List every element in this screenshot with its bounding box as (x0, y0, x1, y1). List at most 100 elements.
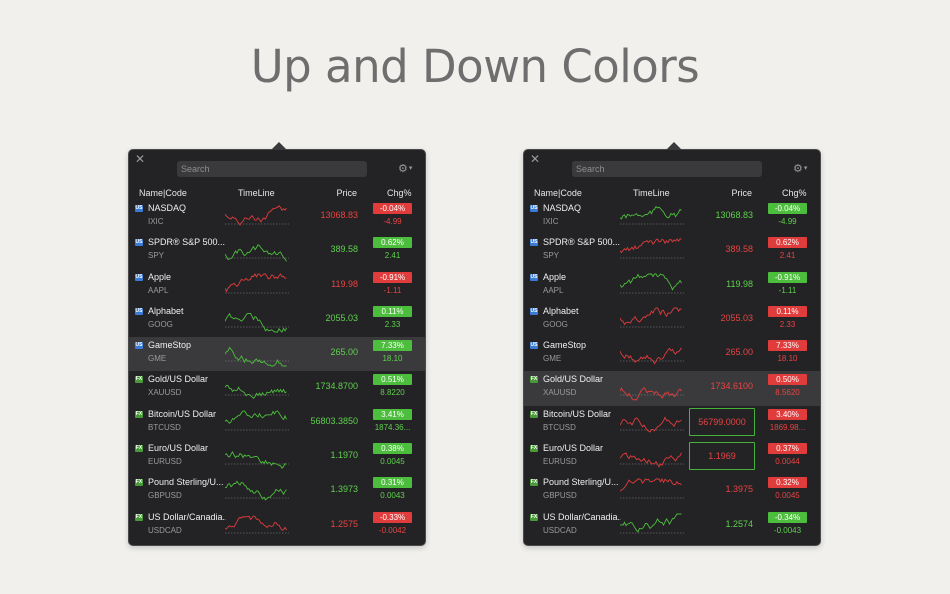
price-value: 56803.3850 (310, 415, 358, 426)
market-badge: FX (135, 479, 143, 487)
column-header-timeline: TimeLine (238, 188, 275, 198)
market-badge: FX (530, 376, 538, 384)
quote-row[interactable]: US Apple AAPL 119.98 -0.91% -1.11 (524, 269, 820, 303)
quote-row[interactable]: US Alphabet GOOG 2055.03 0.11% 2.33 (524, 303, 820, 337)
change-percent-badge: 0.31% (373, 477, 412, 489)
instrument-code: XAUUSD (543, 388, 577, 398)
change-percent-badge: 0.62% (768, 237, 807, 249)
price-value: 1734.6100 (710, 381, 753, 392)
change-value: -0.0042 (378, 525, 407, 535)
instrument-name: Euro/US Dollar (543, 443, 604, 454)
instrument-name: Pound Sterling/U... (148, 477, 224, 488)
column-header-change[interactable]: Chg% (387, 188, 412, 198)
quote-row[interactable]: FX Bitcoin/US Dollar BTCUSD 56799.0000 3.40%… (524, 406, 820, 440)
column-header-change[interactable]: Chg% (782, 188, 807, 198)
price-value: 389.58 (725, 244, 753, 255)
change-percent-badge: 0.38% (373, 443, 412, 455)
price-value: 2055.03 (325, 312, 358, 323)
change-percent-badge: 3.40% (768, 408, 807, 420)
instrument-code: EURUSD (148, 457, 182, 467)
price-value: 389.58 (330, 244, 358, 255)
instrument-code: GME (148, 354, 167, 364)
instrument-name: Alphabet (543, 305, 579, 316)
price-value: 1.3975 (725, 484, 753, 495)
quote-row[interactable]: US Alphabet GOOG 2055.03 0.11% 2.33 (129, 303, 425, 337)
quote-panel-left: ✕ ⚙▾ Name|Code TimeLine Price Chg% US NAS… (128, 142, 426, 546)
instrument-code: BTCUSD (543, 422, 576, 432)
gear-icon: ⚙ (793, 163, 803, 175)
quote-row[interactable]: FX US Dollar/Canadia... USDCAD 1.2574 -0.34%… (524, 509, 820, 543)
quote-row[interactable]: US SPDR® S&P 500... SPY 389.58 0.62% 2.41 (129, 234, 425, 268)
instrument-name: US Dollar/Canadia... (543, 511, 621, 522)
timeline-sparkline (620, 238, 684, 259)
timeline-sparkline (225, 244, 289, 262)
settings-menu-button[interactable]: ⚙▾ (793, 162, 815, 176)
instrument-code: AAPL (543, 285, 564, 295)
close-icon[interactable]: ✕ (134, 152, 146, 166)
instrument-code: BTCUSD (148, 422, 181, 432)
quote-row[interactable]: FX Euro/US Dollar EURUSD 1.1970 0.38% 0.0045 (129, 440, 425, 474)
change-percent-badge: 0.62% (373, 237, 412, 249)
quote-row[interactable]: US NASDAQ IXIC 13068.83 -0.04% -4.99 (129, 200, 425, 234)
instrument-name: Bitcoin/US Dollar (543, 408, 612, 419)
instrument-name: Gold/US Dollar (543, 374, 604, 385)
quote-row[interactable]: US SPDR® S&P 500... SPY 389.58 0.62% 2.41 (524, 234, 820, 268)
search-input[interactable] (177, 161, 367, 177)
quote-row[interactable]: FX US Dollar/Canadia... USDCAD 1.2575 -0.33%… (129, 509, 425, 543)
quote-panel-right: ✕ ⚙▾ Name|Code TimeLine Price Chg% US NAS… (523, 142, 821, 546)
change-value: 0.0045 (380, 457, 405, 467)
change-percent-badge: 7.33% (768, 340, 807, 352)
search-input[interactable] (572, 161, 762, 177)
instrument-code: USDCAD (543, 525, 577, 535)
change-percent-badge: -0.04% (373, 203, 412, 214)
timeline-sparkline (620, 513, 684, 533)
market-badge: FX (530, 479, 538, 487)
chevron-down-icon: ▾ (803, 165, 808, 173)
column-header-name[interactable]: Name|Code (139, 188, 187, 198)
instrument-code: GBPUSD (148, 491, 182, 501)
instrument-code: GOOG (543, 319, 568, 329)
price-value: 2055.03 (720, 312, 753, 323)
column-header-name[interactable]: Name|Code (534, 188, 582, 198)
quote-row[interactable]: FX Gold/US Dollar XAUUSD 1734.6100 0.50% 8.56… (524, 371, 820, 406)
quote-row[interactable]: US Apple AAPL 119.98 -0.91% -1.11 (129, 269, 425, 303)
instrument-code: AAPL (148, 285, 169, 295)
change-value: 1874.36... (374, 422, 411, 432)
quote-row[interactable]: FX Pound Sterling/U... GBPUSD 1.3975 0.32% 0.… (524, 474, 820, 508)
timeline-sparkline (620, 273, 684, 293)
quote-row[interactable]: FX Gold/US Dollar XAUUSD 1734.8700 0.51% 8.82… (129, 371, 425, 405)
price-value: 119.98 (726, 278, 753, 289)
quote-row[interactable]: FX Bitcoin/US Dollar BTCUSD 56803.3850 3.41%… (129, 406, 425, 440)
price-value: 265.00 (725, 347, 753, 358)
change-value: -0.0043 (773, 525, 802, 535)
instrument-name: Bitcoin/US Dollar (148, 408, 217, 419)
price-value: 1.3973 (330, 484, 358, 495)
change-percent-badge: -0.33% (373, 511, 412, 523)
change-percent-badge: 0.37% (768, 443, 807, 455)
quote-row[interactable]: FX Pound Sterling/U... GBPUSD 1.3973 0.31% 0.… (129, 474, 425, 508)
instrument-code: GME (543, 354, 562, 364)
change-value: 1869.98... (769, 422, 806, 432)
column-header-price[interactable]: Price (731, 188, 752, 198)
instrument-name: Euro/US Dollar (148, 443, 209, 454)
timeline-sparkline (620, 347, 684, 365)
instrument-name: NASDAQ (543, 203, 582, 213)
market-badge: FX (530, 445, 538, 453)
timeline-sparkline (620, 416, 684, 433)
market-badge: US (135, 239, 143, 247)
quote-row[interactable]: US NASDAQ IXIC 13068.83 -0.04% -4.99 (524, 200, 820, 234)
timeline-sparkline (620, 205, 684, 225)
quote-row[interactable]: FX Euro/US Dollar EURUSD 1.1969 0.37% 0.0044 (524, 440, 820, 474)
quote-row[interactable]: US GameStop GME 265.00 7.33% 18.10 (524, 337, 820, 371)
popover-arrow (271, 142, 287, 150)
column-header-price[interactable]: Price (336, 188, 357, 198)
quote-row[interactable]: US GameStop GME 265.00 7.33% 18.10 (129, 337, 425, 372)
settings-menu-button[interactable]: ⚙▾ (398, 162, 420, 176)
quote-list: US NASDAQ IXIC 13068.83 -0.04% -4.99 US SPDR® S… (524, 200, 820, 543)
instrument-name: US Dollar/Canadia... (148, 511, 226, 522)
price-value: 1.1969 (689, 442, 755, 471)
close-icon[interactable]: ✕ (529, 152, 541, 166)
instrument-name: SPDR® S&P 500... (148, 237, 226, 248)
instrument-code: SPY (543, 251, 560, 261)
price-value: 1734.8700 (315, 381, 358, 392)
